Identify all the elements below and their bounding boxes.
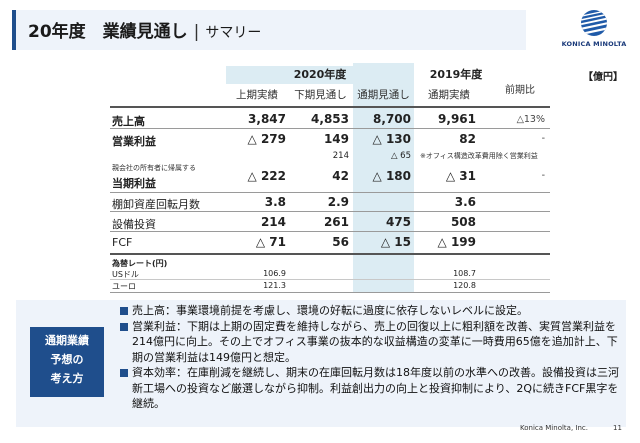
- cell-real-fy: △ 65: [390, 151, 411, 161]
- bullet-op: 営業利益：下期は上期の固定費を維持しながら、売上の回復以上に粗利額を改善、実質営…: [120, 319, 620, 366]
- cell-op-fy19: 82: [459, 132, 476, 146]
- table-line: [110, 106, 550, 108]
- col-fy-header: 通期見通し: [357, 89, 410, 101]
- title-separator: |: [193, 22, 200, 42]
- cell-inv-fy19: 3.6: [454, 195, 476, 209]
- cell-sales-fy: 8,700: [373, 112, 411, 126]
- cell-inv-h2: 2.9: [327, 195, 349, 209]
- rate-title: 為替レート(円): [112, 259, 168, 268]
- cell-net-fy: △ 180: [372, 169, 411, 183]
- table-line: [110, 128, 550, 129]
- cell-sales-yoy: △13%: [516, 114, 545, 125]
- row-label-capex: 設備投資: [112, 218, 156, 231]
- rate-label-usd: USドル: [112, 270, 139, 279]
- bullet-capital: 資本効率：在庫削減を継続し、期末の在庫回転月数は18年度以前の水準への改善。設備…: [120, 365, 620, 412]
- footer-company: Konica Minolta, Inc.: [520, 424, 588, 432]
- rate-label-eur: ユーロ: [112, 282, 136, 291]
- cell-fcf-fy19: △ 199: [437, 235, 476, 249]
- cell-op-fy: △ 130: [372, 132, 411, 146]
- table-line: [110, 211, 550, 212]
- cell-op-h2: 149: [323, 132, 349, 146]
- table-line: [110, 279, 550, 280]
- cell-capex-fy: 475: [385, 215, 411, 229]
- rate-usd-fy19: 108.7: [453, 269, 476, 278]
- cell-sales-fy19: 9,961: [438, 112, 476, 126]
- row-label-sales: 売上高: [112, 115, 145, 128]
- cell-capex-h1: 214: [260, 215, 286, 229]
- header-2019: 2019年度: [429, 68, 483, 81]
- unit-label: 【億円】: [583, 72, 623, 83]
- cell-sales-h1: 3,847: [248, 112, 286, 126]
- table-line: [110, 292, 550, 293]
- cell-capex-h2: 261: [323, 215, 349, 229]
- header-2020: 2020年度: [226, 66, 414, 84]
- rate-usd-h1: 106.9: [263, 269, 286, 278]
- summary-bullets: 売上高：事業環境前提を考慮し、環境の好転に過度に依存しないレベルに設定。 営業利…: [120, 303, 620, 412]
- page-number: 11: [613, 424, 622, 432]
- badge-line: 通期業績: [45, 334, 89, 347]
- row-label-parent: 親会社の所有者に帰属する: [112, 164, 196, 172]
- cell-inv-h1: 3.8: [264, 195, 286, 209]
- cell-net-h2: 42: [332, 169, 349, 183]
- summary-box: [16, 300, 626, 427]
- cell-real-h2: 214: [332, 151, 349, 161]
- cell-net-h1: △ 222: [247, 169, 286, 183]
- table-line: [110, 192, 550, 193]
- bullet-sales: 売上高：事業環境前提を考慮し、環境の好転に過度に依存しないレベルに設定。: [120, 303, 620, 319]
- cell-fcf-h2: 56: [332, 235, 349, 249]
- col-yoy-header: 前期比: [505, 85, 535, 96]
- highlight-column: [353, 63, 414, 293]
- konica-minolta-logo-icon: [581, 10, 607, 36]
- cell-net-fy19: △ 31: [445, 169, 476, 183]
- row-label-fcf: FCF: [112, 236, 133, 249]
- logo-text: KONICA MINOLTA: [561, 40, 627, 48]
- cell-fcf-fy: △ 15: [380, 235, 411, 249]
- row-label-inventory: 棚卸資産回転月数: [112, 198, 200, 211]
- summary-badge: 通期業績 予想の 考え方: [30, 327, 104, 397]
- cell-capex-fy19: 508: [450, 215, 476, 229]
- cell-net-yoy: -: [541, 170, 545, 181]
- cell-op-yoy: -: [541, 133, 545, 144]
- rate-eur-fy19: 120.8: [453, 281, 476, 290]
- cell-op-h1: △ 279: [247, 132, 286, 146]
- title-subtitle: サマリー: [205, 25, 262, 41]
- badge-line: 考え方: [50, 372, 84, 385]
- col-h2-header: 下期見通し: [294, 89, 347, 101]
- office-note: ※オフィス構造改革費用除く営業利益: [420, 152, 538, 160]
- row-label-op: 営業利益: [112, 135, 156, 148]
- col-fy19-header: 通期実績: [428, 89, 470, 101]
- cell-fcf-h1: △ 71: [255, 235, 286, 249]
- cell-sales-h2: 4,853: [311, 112, 349, 126]
- table-line: [110, 253, 550, 255]
- page-title: 20年度 業績見通し | サマリー: [28, 17, 261, 42]
- rate-eur-h1: 121.3: [263, 281, 286, 290]
- col-h1-header: 上期実績: [236, 89, 278, 101]
- badge-line: 予想の: [50, 353, 84, 366]
- title-text: 20年度 業績見通し: [28, 22, 188, 42]
- title-bar: [12, 10, 526, 50]
- row-label-net: 当期利益: [112, 177, 156, 190]
- table-line: [110, 231, 550, 232]
